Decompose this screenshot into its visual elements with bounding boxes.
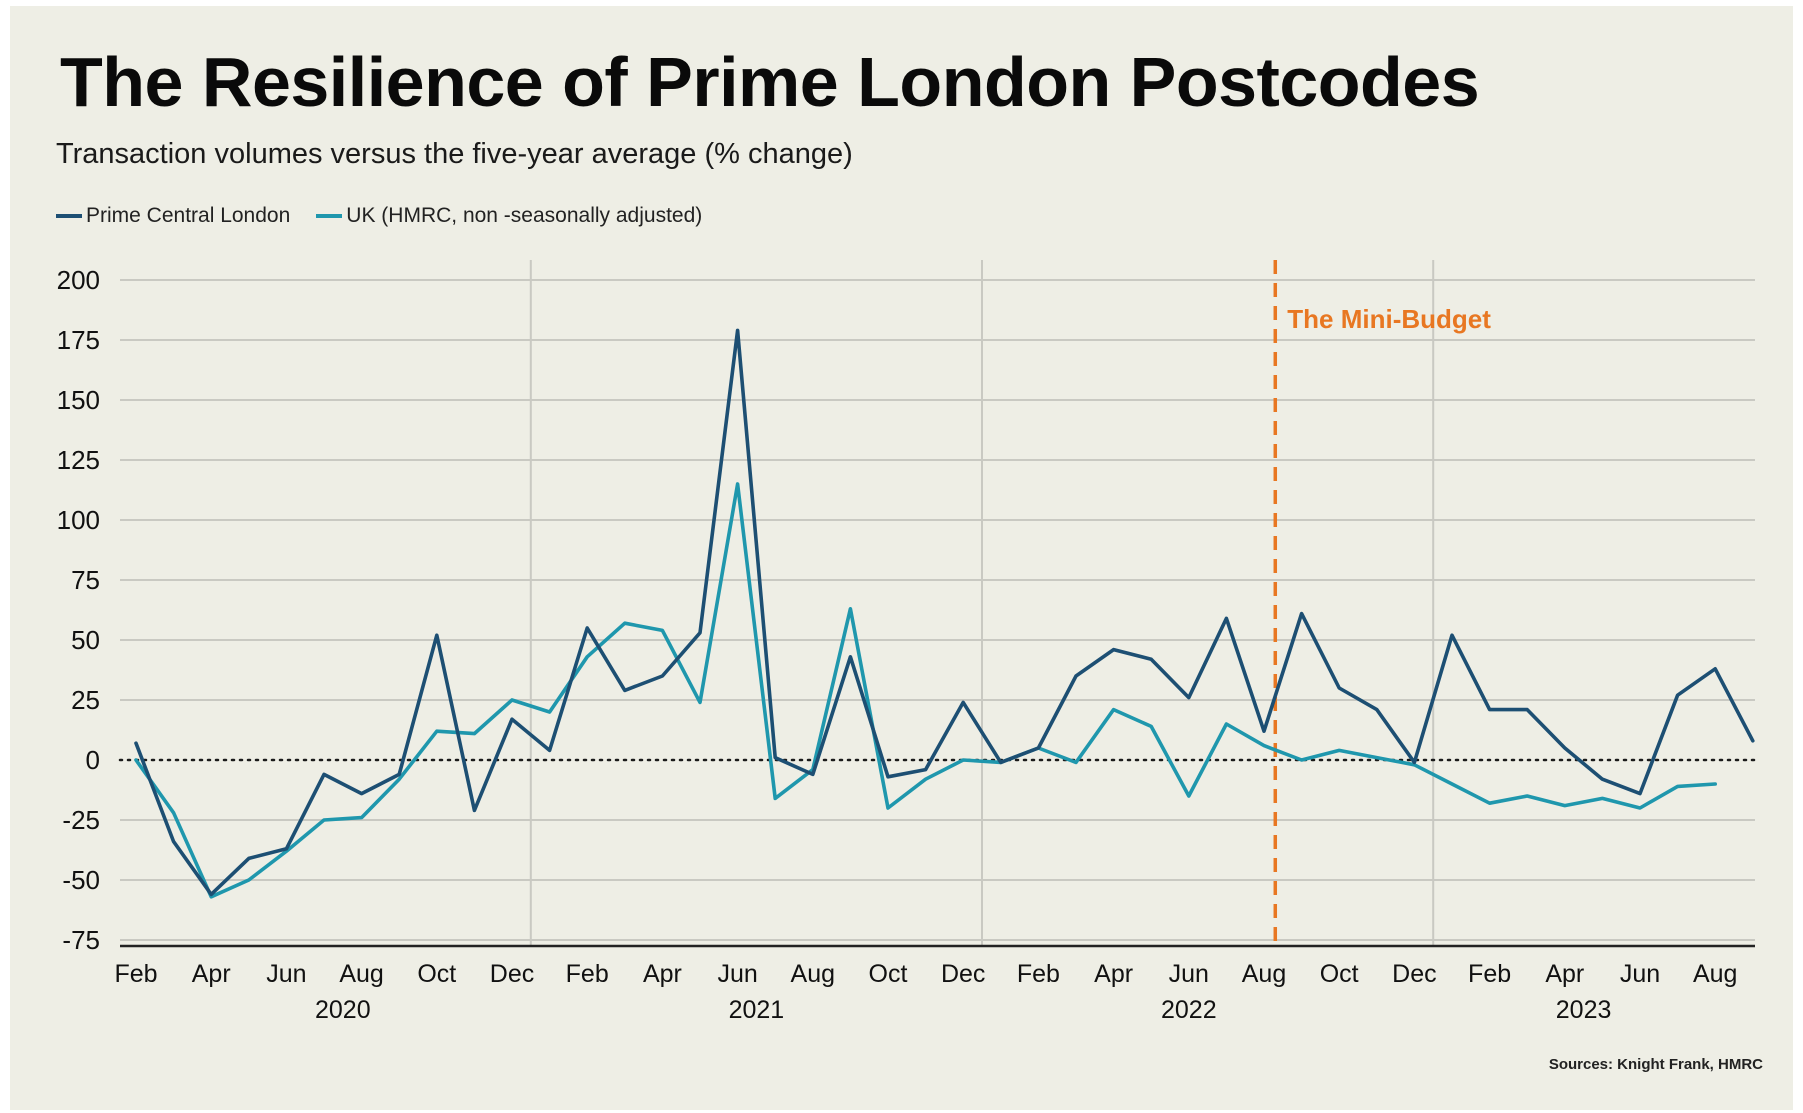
legend-swatch-pcl: [56, 214, 82, 218]
x-tick-label: Apr: [1094, 960, 1133, 988]
x-tick-label: Feb: [1468, 960, 1511, 988]
line-chart: 200 175 150 125 100 75 50 25 0 -25 -50 -75 Feb Apr Jun…: [57, 260, 1757, 1024]
y-tick-label: 50: [71, 625, 100, 655]
chart-title: The Resilience of Prime London Postcodes: [60, 43, 1480, 121]
x-tick-label: Apr: [1545, 960, 1584, 988]
x-tick-label: Jun: [717, 960, 757, 988]
x-tick-label: Oct: [1320, 960, 1359, 988]
x-year-label: 2023: [1556, 996, 1612, 1024]
x-tick-label: Aug: [1242, 960, 1286, 988]
x-tick-label: Feb: [114, 960, 157, 988]
legend: Prime Central London UK (HMRC, non -seas…: [56, 204, 728, 228]
x-tick-label: Apr: [643, 960, 682, 988]
x-tick-label: Oct: [869, 960, 908, 988]
legend-item-pcl: Prime Central London: [56, 204, 290, 228]
chart-subtitle: Transaction volumes versus the five-year…: [56, 138, 853, 170]
y-tick-label: -50: [62, 865, 100, 895]
legend-item-uk: UK (HMRC, non -seasonally adjusted): [316, 204, 702, 228]
x-tick-label: Jun: [1620, 960, 1660, 988]
y-tick-label: 25: [71, 685, 100, 715]
x-tick-label: Aug: [339, 960, 383, 988]
x-tick-label: Dec: [1392, 960, 1436, 988]
x-year-label: 2021: [729, 996, 785, 1024]
y-tick-label: 200: [57, 265, 100, 295]
x-tick-label: Dec: [490, 960, 534, 988]
x-year-label: 2022: [1161, 996, 1217, 1024]
x-tick-label: Apr: [192, 960, 231, 988]
x-tick-label: Jun: [266, 960, 306, 988]
y-tick-label: 0: [86, 745, 100, 775]
legend-label-pcl: Prime Central London: [86, 204, 291, 227]
x-tick-label: Aug: [1693, 960, 1737, 988]
x-tick-label: Dec: [941, 960, 985, 988]
x-tick-label: Jun: [1169, 960, 1209, 988]
series-line-pcl: [134, 328, 1755, 897]
x-tick-label: Feb: [1017, 960, 1060, 988]
source-note: Sources: Knight Frank, HMRC: [1548, 1056, 1763, 1073]
x-tick-label: Aug: [791, 960, 835, 988]
y-tick-label: -75: [62, 925, 100, 955]
legend-swatch-uk: [316, 214, 343, 218]
mini-budget-label: The Mini-Budget: [1287, 304, 1491, 334]
x-year-label: 2020: [315, 996, 371, 1024]
y-tick-label: 125: [57, 445, 100, 475]
series-line-uk: [134, 482, 1717, 899]
x-tick-label: Feb: [566, 960, 609, 988]
legend-label-uk: UK (HMRC, non -seasonally adjusted): [346, 204, 703, 227]
y-tick-label: 150: [57, 385, 100, 415]
y-tick-label: 100: [57, 505, 100, 535]
y-tick-label: 175: [57, 325, 100, 355]
chart-panel: The Resilience of Prime London Postcodes…: [10, 6, 1793, 1110]
y-tick-label: 75: [71, 565, 100, 595]
y-tick-label: -25: [62, 805, 100, 835]
x-tick-label: Oct: [417, 960, 456, 988]
